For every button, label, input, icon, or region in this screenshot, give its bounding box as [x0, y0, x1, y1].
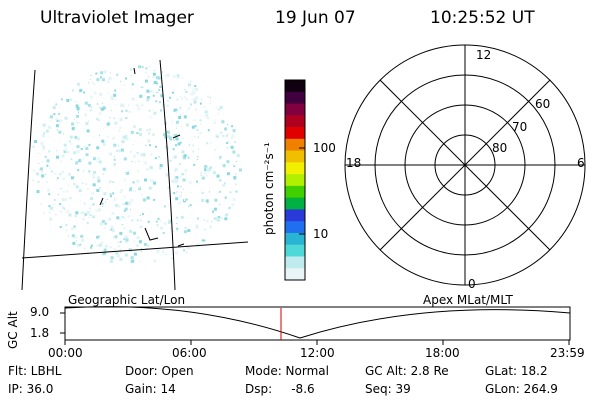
timeline-xlabel-18: 18:00: [425, 346, 460, 360]
timeline-y-axis-label: GC Alt: [6, 311, 20, 349]
coastline-fragments: [99, 67, 185, 247]
polar-label-80: 80: [492, 141, 508, 155]
polar-diagonal-2: [379, 79, 551, 251]
polar-label-18: 18: [346, 156, 362, 170]
colorbar-tick-label-100: 100: [313, 141, 336, 155]
timeline-xlabel-12: 12:00: [300, 346, 335, 360]
status-gain: Gain: 14: [125, 382, 176, 396]
polar-label-6: 6: [577, 156, 585, 170]
timeline-right-caption: Apex MLat/MLT: [423, 293, 513, 307]
polar-label-70: 70: [512, 120, 528, 134]
polar-label-0: 0: [468, 277, 476, 291]
colorbar: [284, 79, 306, 281]
colorbar-cell: [285, 197, 305, 210]
status-mode: Mode: Normal: [245, 364, 329, 378]
status-ip: IP: 36.0: [8, 382, 54, 396]
timeline-frame: [64, 306, 571, 341]
colorbar-cell: [285, 91, 305, 105]
status-seq: Seq: 39: [365, 382, 411, 396]
colorbar-frame: [284, 79, 306, 281]
colorbar-cell: [285, 162, 305, 175]
timeline-xlabel-2359: 23:59: [550, 346, 585, 360]
colorbar-cell: [285, 256, 305, 269]
colorbar-cell: [285, 221, 305, 234]
colorbar-cell: [285, 127, 305, 140]
parallel-line: [21, 241, 249, 259]
timeline-xlabel-06: 06:00: [172, 346, 207, 360]
aurora-emission-speckles: [32, 65, 242, 263]
app-title: Ultraviolet Imager: [40, 8, 194, 28]
colorbar-cell: [285, 103, 305, 116]
colorbar-cell: [285, 244, 305, 257]
status-gc-alt: GC Alt: 2.8 Re: [365, 364, 449, 378]
status-glat: GLat: 18.2: [485, 364, 548, 378]
timeline-xlabel-00: 00:00: [48, 346, 83, 360]
colorbar-cell: [285, 268, 305, 281]
meridian-line-east: [159, 59, 176, 290]
timeline-ytick-label-9: 9.0: [30, 305, 50, 319]
polar-label-60: 60: [535, 97, 551, 111]
colorbar-cell: [285, 150, 305, 163]
meridian-line-west: [21, 69, 36, 290]
status-glon: GLon: 264.9: [485, 382, 558, 396]
status-dsp: Dsp: -8.6: [245, 382, 315, 396]
status-door: Door: Open: [125, 364, 194, 378]
status-filter: Flt: LBHL: [8, 364, 62, 378]
polar-label-12: 12: [476, 48, 492, 62]
uv-image-map: [21, 59, 249, 290]
colorbar-cell: [285, 115, 305, 128]
colorbar-cell: [285, 174, 305, 187]
colorbar-cell: [285, 80, 305, 93]
timeline-ytick-label-1-8: 1.8: [30, 326, 50, 340]
colorbar-cell: [285, 185, 305, 199]
image-time: 10:25:52 UT: [430, 8, 535, 28]
orbit-altitude-curve: [64, 306, 571, 339]
colorbar-cell: [285, 232, 305, 246]
polar-mlat-mlt-plot: [344, 44, 586, 286]
colorbar-tick-label-10: 10: [313, 227, 329, 241]
image-date: 19 Jun 07: [275, 8, 356, 28]
timeline-left-caption: Geographic Lat/Lon: [68, 293, 186, 307]
colorbar-cell: [285, 209, 305, 222]
